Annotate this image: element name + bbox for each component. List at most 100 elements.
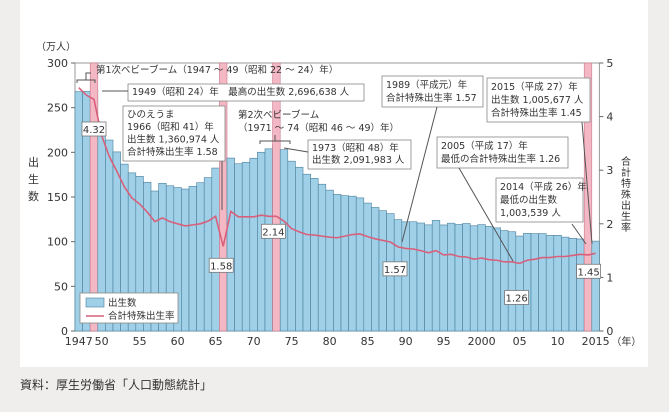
bar-1961 xyxy=(181,188,190,332)
x-tick-label: 10 xyxy=(551,335,565,348)
tfr-line xyxy=(78,87,596,265)
bar-1984 xyxy=(355,197,365,332)
bar-2008 xyxy=(538,233,547,332)
bar-1971 xyxy=(257,151,266,332)
bar-1992 xyxy=(416,222,425,332)
x-tick-label: 05 xyxy=(513,335,527,348)
bar-1979 xyxy=(317,183,327,332)
y2005-annotation-text: 2005（平成 17）年 xyxy=(441,140,528,152)
right-tick-label: 0 xyxy=(606,325,613,338)
bar-1968 xyxy=(234,163,243,332)
hinoe-annotation-box xyxy=(122,105,226,162)
right-axis-label-char: 出 xyxy=(621,199,631,212)
bar-1993 xyxy=(424,224,433,332)
bar-1972 xyxy=(264,148,273,332)
right-tick-label: 4 xyxy=(606,111,613,124)
bar-1974 xyxy=(279,149,289,332)
y1989-leader xyxy=(401,106,438,243)
value-label-box-1966 xyxy=(208,257,234,273)
boom2-annotation-text: （1971 ～ 74（昭和 46 ～ 49）年） xyxy=(238,122,399,134)
bar-1999 xyxy=(469,225,479,332)
right-tick-label: 2 xyxy=(606,218,613,231)
bar-2015 xyxy=(591,240,600,332)
right-axis-label-char: 合 xyxy=(621,155,631,168)
y1989-annotation-text: 合計特殊出生率 1.57 xyxy=(386,92,477,104)
right-axis-label-char: 殊 xyxy=(621,188,631,201)
value-label-1973: 2.14 xyxy=(262,227,284,238)
bar-1981 xyxy=(333,194,342,332)
bar-1985 xyxy=(363,202,372,332)
bar-1980 xyxy=(325,189,334,332)
bar-1978 xyxy=(310,178,319,332)
y2015-leader xyxy=(581,121,593,245)
boom2-annotation-text: 第2次ベビーブーム xyxy=(238,109,319,121)
y2015-annotation-box xyxy=(486,77,591,123)
max1949-annotation-text: 1949（昭和 24）年 最高の出生数 2,696,638 人 xyxy=(132,86,350,98)
value-label-2005: 1.26 xyxy=(505,293,527,304)
y2015-annotation-text: 出生数 1,005,677 人 xyxy=(491,94,584,106)
x-tick-label: 90 xyxy=(399,335,413,348)
boom1-annotation-text: 第1次ベビーブーム（1947 ～ 49（昭和 22 ～ 24）年） xyxy=(96,64,338,76)
bar-1976 xyxy=(295,166,304,332)
y2014-annotation-text: 最低の出生数 xyxy=(500,194,558,206)
hinoe-annotation-text: 1966（昭和 41）年 xyxy=(127,121,214,133)
bar-1983 xyxy=(348,195,357,332)
bar-1997 xyxy=(454,224,463,332)
bar-1975 xyxy=(287,160,296,332)
bar-2006 xyxy=(523,233,532,332)
bar-2010 xyxy=(553,235,562,332)
bar-1986 xyxy=(371,207,380,332)
right-axis-label-char: 率 xyxy=(621,221,631,234)
boom1-bracket xyxy=(76,72,96,83)
y2014-leader xyxy=(571,223,587,245)
left-tick-label: 100 xyxy=(47,236,68,249)
x-tick-label: 95 xyxy=(437,335,451,348)
left-axis-unit: （万人） xyxy=(36,41,76,53)
x-tick-label: 2000 xyxy=(468,335,496,348)
value-label-1949: 4.32 xyxy=(83,125,105,136)
bar-2002 xyxy=(492,227,501,332)
value-label-box-2005 xyxy=(504,290,530,305)
bar-1991 xyxy=(409,221,418,332)
bar-2004 xyxy=(507,231,517,332)
right-axis-label-char: 特 xyxy=(621,178,631,190)
y2014-annotation-text: 1,003,539 人 xyxy=(500,208,561,219)
bar-1965 xyxy=(211,167,220,332)
x-tick-label: 80 xyxy=(323,335,337,348)
left-axis-label-char: 出 xyxy=(28,155,39,169)
hinoe-annotation-text: 出生数 1,360,974 人 xyxy=(127,134,220,146)
y1973-annotation-text: 出生数 2,091,983 人 xyxy=(312,154,405,166)
value-label-2015: 1.45 xyxy=(577,267,599,278)
y1989-annotation-box xyxy=(381,75,484,108)
boom2-bracket xyxy=(259,135,291,144)
y2005-annotation-text: 最低の合計特殊出生率 1.26 xyxy=(441,153,560,165)
right-axis-label-char: 生 xyxy=(621,210,631,223)
value-label-box-1949 xyxy=(81,121,107,137)
y2014-annotation-text: 2014（平成 26）年 xyxy=(500,181,587,193)
left-tick-label: 200 xyxy=(47,146,68,159)
bar-2012 xyxy=(568,238,577,332)
bar-1977 xyxy=(302,173,311,332)
legend-bar-swatch xyxy=(85,297,105,308)
max1949-annotation-box xyxy=(127,83,365,102)
value-label-box-1973 xyxy=(260,223,286,239)
x-tick-label: 55 xyxy=(133,335,147,348)
left-tick-label: 0 xyxy=(61,325,68,338)
bar-2000 xyxy=(477,224,486,332)
bar-2001 xyxy=(485,226,494,332)
bar-1964 xyxy=(203,177,213,332)
x-tick-label: 60 xyxy=(171,335,185,348)
x-tick-label: 85 xyxy=(361,335,375,348)
y2015-annotation-text: 2015（平成 27）年 xyxy=(491,81,578,93)
y1973-annotation-box xyxy=(307,139,412,170)
bar-1982 xyxy=(340,195,349,332)
x-tick-label: 1947 xyxy=(65,335,93,348)
y2015-annotation-text: 合計特殊出生率 1.45 xyxy=(491,107,582,119)
bar-1962 xyxy=(188,186,197,332)
x-tick-label: 2015 xyxy=(582,335,610,348)
left-tick-label: 300 xyxy=(47,57,68,70)
bar-2007 xyxy=(530,233,539,332)
legend-label-births: 出生数 xyxy=(108,297,137,309)
left-tick-label: 250 xyxy=(47,102,68,115)
right-tick-label: 5 xyxy=(606,57,613,70)
